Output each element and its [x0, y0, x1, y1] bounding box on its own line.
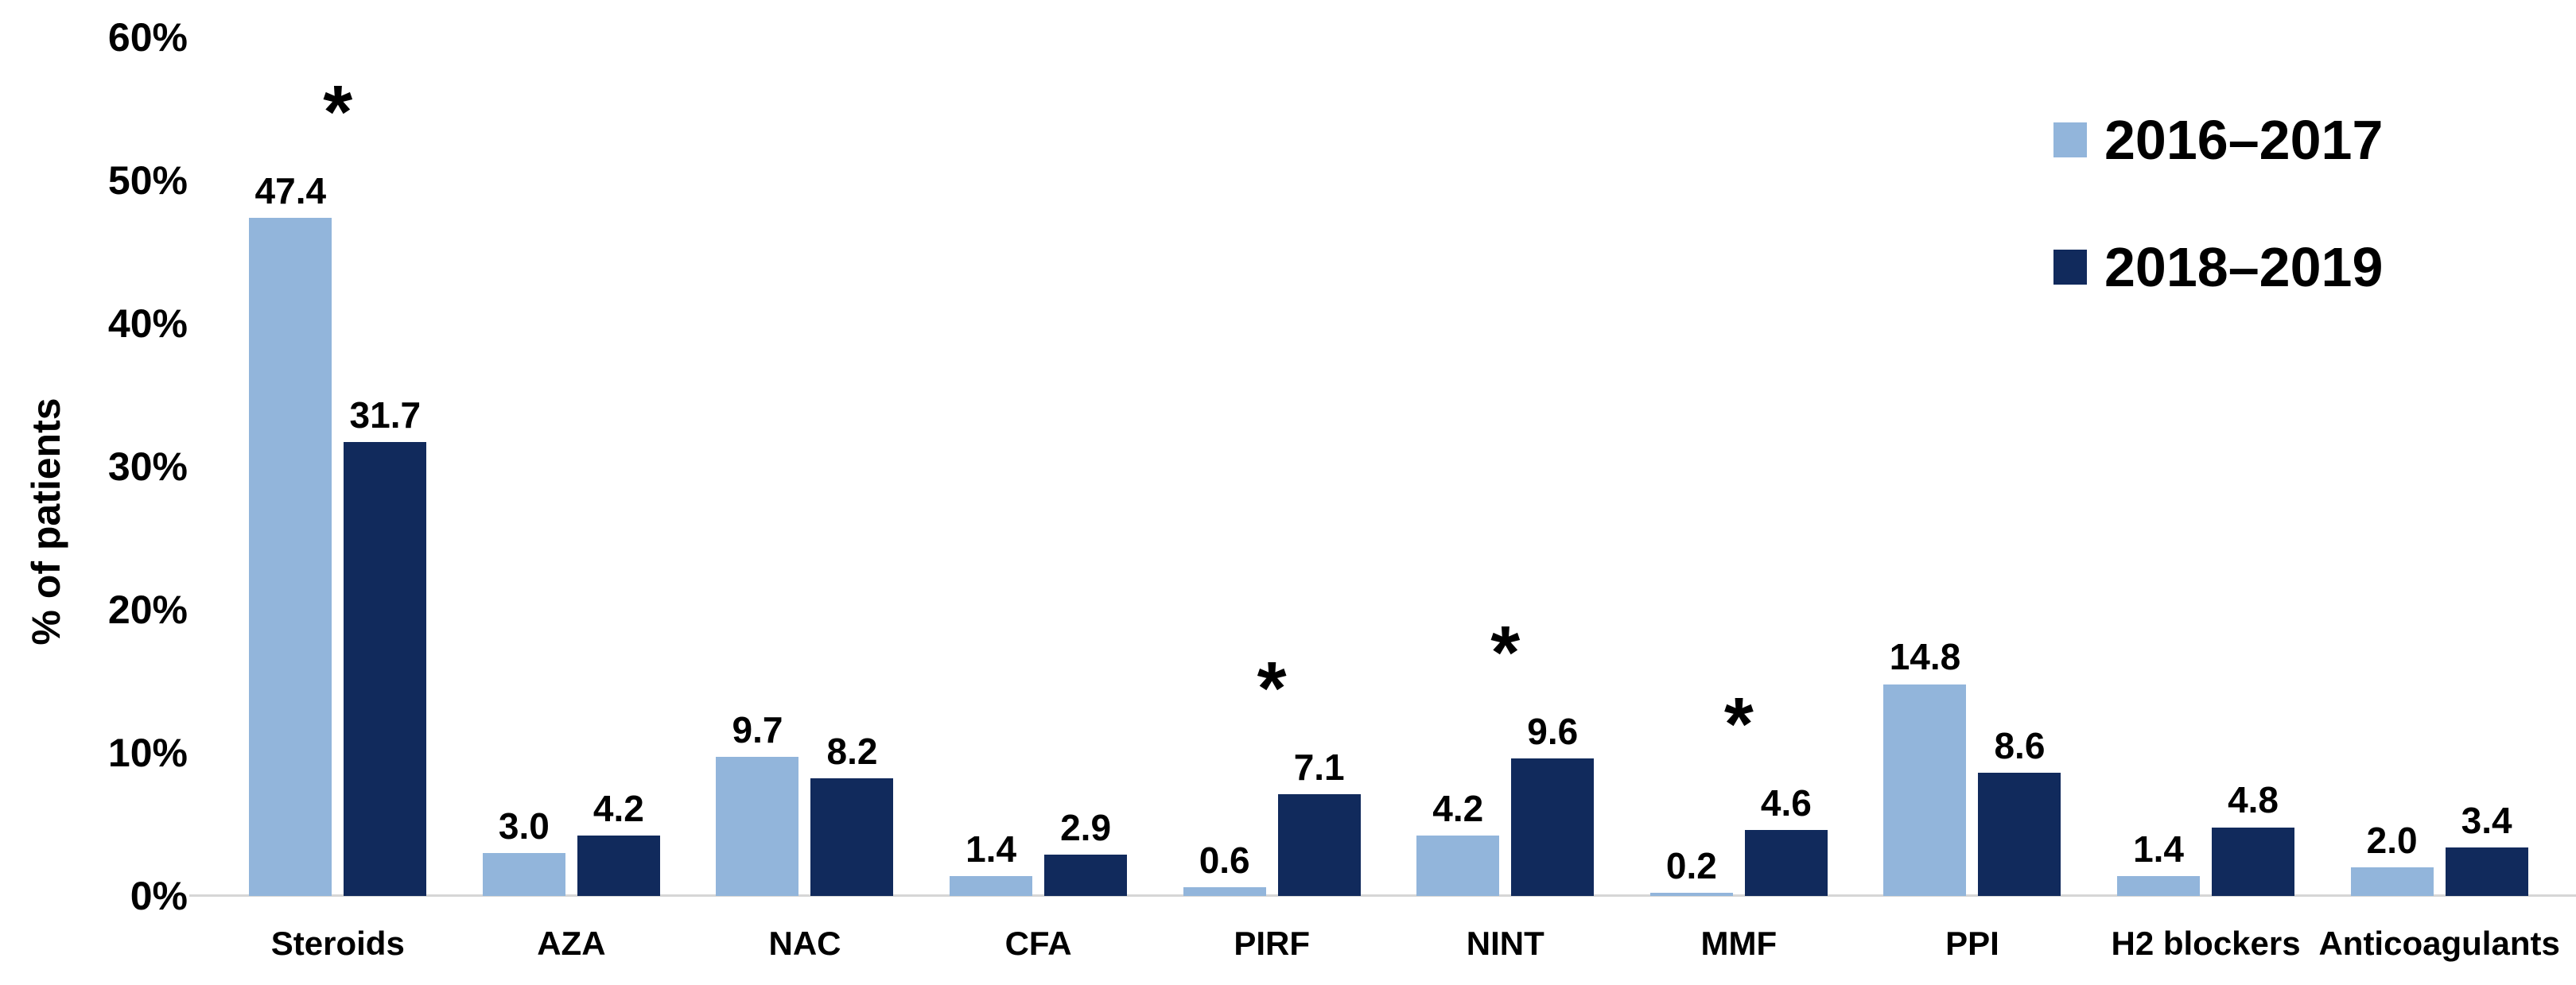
bar-value-label: 9.6: [1527, 710, 1579, 752]
bar-value-label: 1.4: [966, 828, 1017, 870]
bar-2018-2019: 4.2: [577, 789, 660, 896]
bar-2018-2019: 9.6: [1511, 712, 1595, 896]
bar-group: 47.4 31.7 * Steroids: [221, 37, 455, 962]
bar-2018-2019: 2.9: [1044, 808, 1128, 896]
category-label: Steroids: [270, 925, 405, 962]
legend-item-2018-2019: 2018–2019: [2053, 235, 2383, 299]
bar-group: 0.2 4.6 * MMF: [1622, 37, 1856, 962]
bar-value-label: 0.6: [1199, 839, 1250, 881]
bar-2018-2019: 8.6: [1978, 727, 2061, 896]
category-label: PPI: [1945, 925, 1999, 962]
bar-value-label: 9.7: [732, 709, 783, 751]
category-label: NINT: [1466, 925, 1544, 962]
category-label: AZA: [537, 925, 606, 962]
bar-2018-2019: 31.7: [344, 396, 427, 896]
legend-label-2016-2017: 2016–2017: [2104, 109, 2384, 171]
bar-pair: 2.0 3.4: [2322, 801, 2556, 896]
bar-group: 4.2 9.6 * NINT: [1389, 37, 1622, 962]
bar-value-label: 3.0: [498, 805, 550, 847]
bar-value-label: 4.2: [593, 788, 644, 830]
bar-2016-2017: 14.8: [1883, 638, 1967, 896]
bar-2016-2017: 9.7: [716, 711, 799, 896]
significance-asterisk: *: [1257, 646, 1287, 731]
bar-2016-2017: 47.4: [249, 171, 332, 896]
legend-swatch-2018-2019: [2053, 250, 2087, 285]
bar-2016-2017: 2.0: [2350, 820, 2434, 896]
bar-2016-2017: 4.2: [1416, 789, 1500, 896]
bar-value-label: 14.8: [1889, 636, 1961, 678]
bar-pair: 0.2 4.6: [1622, 784, 1856, 896]
bar-2018-2019: 4.6: [1744, 784, 1828, 896]
bar-pair: 9.7 8.2: [688, 711, 922, 896]
bar-value-label: 3.4: [2461, 799, 2512, 841]
category-label: H2 blockers: [2111, 925, 2301, 962]
category-label: CFA: [1004, 925, 1072, 962]
significance-asterisk: *: [1490, 611, 1521, 696]
bar-value-label: 0.2: [1665, 845, 1717, 887]
bar-2018-2019: 4.8: [2212, 781, 2295, 896]
bar-2016-2017: 0.6: [1183, 841, 1266, 896]
bar-value-label: 31.7: [349, 394, 422, 436]
bar-pair: 14.8 8.6: [1855, 638, 2089, 896]
bar-value-label: 1.4: [2133, 828, 2185, 870]
bar-pair: 4.2 9.6: [1389, 712, 1622, 896]
y-tick-label: 50%: [107, 158, 188, 203]
category-label: MMF: [1700, 925, 1778, 962]
plot-area: 47.4 31.7 * Steroids 3.0 4.2 AZA 9.7 8.2 NAC 1.4 2.…: [221, 37, 2560, 962]
y-tick-label: 20%: [107, 588, 188, 632]
category-label: Anticoagulants: [2318, 925, 2560, 962]
legend-swatch-2016-2017: [2053, 122, 2087, 157]
x-axis-line: [189, 894, 2576, 897]
bar-value-label: 8.6: [1994, 724, 2046, 766]
bar-2016-2017: 3.0: [482, 806, 565, 896]
bar-value-label: 2.9: [1060, 806, 1112, 848]
bar-2018-2019: 8.2: [810, 732, 894, 896]
bar-pair: 47.4 31.7: [221, 171, 455, 896]
bar-value-label: 4.8: [2228, 779, 2279, 821]
bar-group: 0.6 7.1 * PIRF: [1155, 37, 1389, 962]
bar-pair: 1.4 4.8: [2089, 781, 2323, 896]
bar-2016-2017: 1.4: [950, 829, 1033, 896]
bar-group: 1.4 2.9 CFA: [922, 37, 1156, 962]
bar-2018-2019: 7.1: [1277, 748, 1361, 896]
legend-item-2016-2017: 2016–2017: [2053, 108, 2383, 172]
y-tick-label: 0%: [130, 874, 188, 918]
significance-asterisk: *: [323, 69, 353, 154]
category-label: PIRF: [1234, 925, 1311, 962]
legend-label-2018-2019: 2018–2019: [2104, 236, 2384, 298]
bar-value-label: 4.6: [1760, 781, 1812, 824]
bar-pair: 1.4 2.9: [922, 808, 1156, 896]
bar-value-label: 47.4: [254, 169, 327, 211]
significance-asterisk: *: [1723, 682, 1754, 767]
bar-pair: 0.6 7.1: [1155, 748, 1389, 896]
bar-group: 1.4 4.8 H2 blockers: [2089, 37, 2323, 962]
bar-group: 2.0 3.4 Anticoagulants: [2318, 37, 2559, 962]
bar-group: 14.8 8.6 PPI: [1855, 37, 2089, 962]
bar-group: 9.7 8.2 NAC: [688, 37, 922, 962]
bar-2016-2017: 1.4: [2117, 829, 2201, 896]
y-tick-label: 60%: [107, 15, 188, 60]
bar-value-label: 7.1: [1293, 746, 1345, 788]
bar-2016-2017: 0.2: [1649, 847, 1733, 896]
bar-value-label: 4.2: [1432, 788, 1484, 830]
bar-value-label: 2.0: [2366, 819, 2418, 861]
y-tick-label: 40%: [107, 301, 188, 346]
y-tick-label: 30%: [107, 444, 188, 489]
bar-2018-2019: 3.4: [2445, 801, 2528, 896]
bar-group: 3.0 4.2 AZA: [455, 37, 689, 962]
category-label: NAC: [768, 925, 841, 962]
bar-value-label: 8.2: [826, 731, 878, 773]
y-tick-label: 10%: [107, 731, 188, 775]
bar-pair: 3.0 4.2: [455, 789, 689, 896]
legend: 2016–2017 2018–2019: [2053, 108, 2383, 299]
